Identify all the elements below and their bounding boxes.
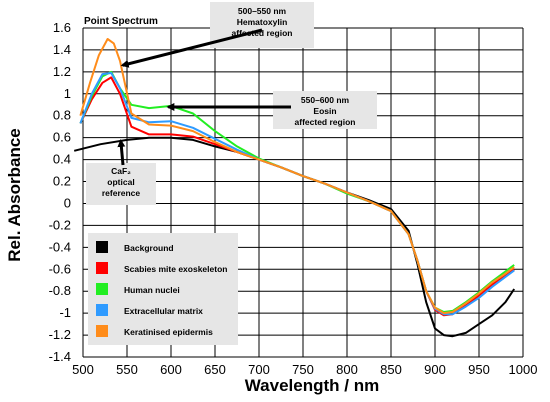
x-tick-label: 650 [204, 362, 226, 377]
y-tick-label: 0.2 [53, 174, 71, 189]
y-tick-label: 0.8 [53, 108, 71, 123]
annotation-text: Hematoxylin [237, 17, 288, 27]
legend-label: Extracellular matrix [124, 306, 203, 316]
annotation-text: optical [107, 177, 134, 187]
annotation-text: 500–550 nm [238, 6, 287, 16]
y-tick-label: -1.4 [49, 349, 71, 364]
x-axis-title: Wavelength / nm [245, 376, 379, 395]
legend-swatch [96, 262, 108, 274]
x-tick-label: 1000 [509, 362, 538, 377]
x-tick-label: 600 [160, 362, 182, 377]
x-tick-label: 800 [336, 362, 358, 377]
y-tick-label: -1.2 [49, 327, 71, 342]
y-tick-label: 1.6 [53, 20, 71, 35]
legend-swatch [96, 283, 108, 295]
annotation-box-hema [210, 2, 314, 48]
x-tick-label: 850 [380, 362, 402, 377]
x-tick-label: 550 [116, 362, 138, 377]
x-tick-label: 900 [424, 362, 446, 377]
y-tick-label: -1 [59, 305, 71, 320]
y-tick-label: -0.6 [49, 261, 71, 276]
annotation-text: affected region [232, 28, 293, 38]
series-layer [73, 38, 516, 338]
annotation-text: 550–600 nm [301, 95, 350, 105]
y-tick-label: 1 [64, 86, 71, 101]
x-tick-label: 750 [292, 362, 314, 377]
annotation-box-caf2 [86, 163, 156, 205]
y-tick-label: -0.4 [49, 239, 71, 254]
annotation-box-eosin [273, 91, 377, 129]
y-tick-label: -0.2 [49, 217, 71, 232]
y-axis-title: Rel. Absorbance [5, 128, 24, 262]
x-tick-label: 700 [248, 362, 270, 377]
legend: Background Scabies mite exoskeleton Human … [88, 233, 238, 345]
axes: 500 550 600 650 700 750 800 850 900 950 1000 1.6 1.4… [49, 20, 538, 377]
legend-label: Human nuclei [124, 285, 180, 295]
legend-label: Scabies mite exoskeleton [124, 264, 227, 274]
y-tick-label: 0.6 [53, 130, 71, 145]
y-tick-label: 0.4 [53, 152, 71, 167]
x-tick-label: 500 [72, 362, 94, 377]
legend-box [88, 233, 238, 345]
annotation-text: Eosin [313, 106, 336, 116]
legend-swatch [96, 304, 108, 316]
annotation-arrow-caf2 [117, 138, 126, 166]
annotation-text: affected region [295, 117, 356, 127]
y-tick-label: 1.2 [53, 64, 71, 79]
legend-swatch [96, 325, 108, 337]
annotation-text: reference [102, 188, 141, 198]
legend-label: Keratinised epidermis [124, 327, 213, 337]
y-tick-label: 1.4 [53, 42, 71, 57]
chart-title: Point Spectrum [84, 16, 158, 27]
annotation-text: CaF₂ [111, 166, 131, 176]
series-line-keratinised-epidermis [79, 38, 515, 315]
x-tick-label: 950 [468, 362, 490, 377]
y-tick-label: 0 [64, 195, 71, 210]
legend-swatch [96, 241, 108, 253]
legend-label: Background [124, 243, 174, 253]
y-tick-label: -0.8 [49, 283, 71, 298]
annotation-arrow-hema [120, 28, 263, 68]
